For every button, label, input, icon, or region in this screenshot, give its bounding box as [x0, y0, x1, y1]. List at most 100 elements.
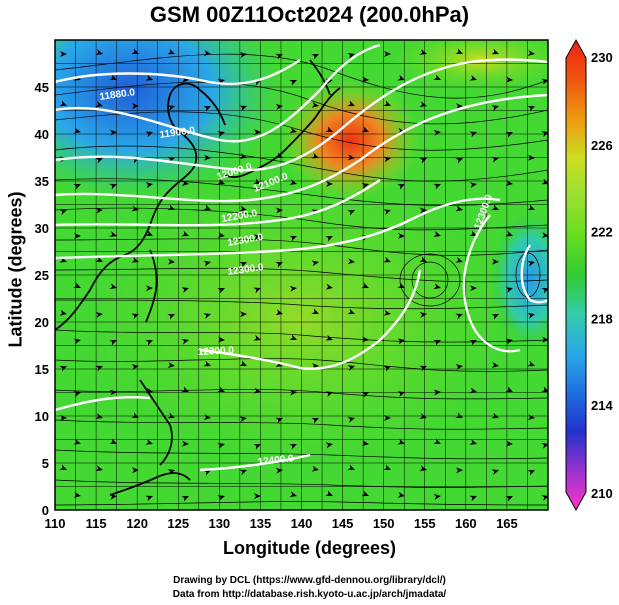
wind-arrow — [167, 412, 175, 419]
wind-arrow — [419, 465, 427, 472]
wind-arrow — [95, 157, 103, 164]
wind-arrow — [347, 258, 355, 265]
wind-arrow — [397, 491, 405, 498]
wind-arrow — [505, 132, 513, 138]
wind-arrow — [253, 493, 261, 500]
wind-arrow — [433, 129, 441, 136]
wind-arrow — [455, 48, 463, 54]
x-tick-label: 165 — [496, 516, 518, 531]
wind-arrow — [419, 311, 427, 318]
wind-arrow — [145, 74, 153, 81]
contour-label: 11900.0 — [159, 125, 196, 141]
wind-arrow — [311, 101, 319, 108]
wind-arrow — [217, 288, 225, 294]
wind-arrow — [527, 360, 535, 367]
contour-label: 12300.0 — [198, 345, 235, 358]
wind-arrow — [383, 414, 391, 421]
colorbar: 210 214 218 222 226 230 — [565, 38, 613, 512]
y-tick-label: 15 — [35, 362, 49, 377]
wind-arrow — [347, 416, 355, 423]
wind-arrow — [469, 285, 477, 292]
wind-arrow — [239, 262, 247, 268]
wind-arrow — [325, 236, 333, 242]
contour-12100 — [55, 93, 548, 203]
wind-arrow — [167, 314, 175, 320]
wind-arrow — [289, 127, 297, 134]
wind-arrow — [203, 313, 211, 319]
wind-arrow — [325, 442, 333, 449]
wind-arrow — [181, 440, 189, 447]
colorbar-tick-label: 214 — [591, 398, 613, 413]
wind-arrow — [383, 256, 391, 263]
wind-arrow — [325, 180, 333, 187]
contour-12000 — [55, 58, 548, 172]
colorbar-tick-label: 222 — [591, 225, 613, 240]
wind-arrow — [239, 152, 247, 159]
x-tick-label: 160 — [455, 516, 477, 531]
wind-arrow — [325, 283, 333, 290]
contour-east-loop — [520, 244, 548, 304]
wind-arrow — [433, 389, 441, 396]
wind-arrow — [253, 287, 261, 294]
wind-arrow — [95, 413, 103, 419]
wind-arrow — [253, 178, 261, 184]
wind-arrow — [59, 209, 67, 216]
wind-arrow — [253, 234, 261, 241]
contour-12300a — [55, 197, 501, 260]
map-title: GSM 00Z11Oct2024 (200.0hPa) — [149, 2, 470, 27]
wind-arrow — [253, 444, 261, 450]
contour-label: 12300.0 — [227, 262, 265, 278]
wind-arrow — [73, 491, 81, 498]
wind-arrow — [203, 106, 211, 112]
wind-arrow — [397, 74, 405, 81]
wind-arrow — [181, 287, 189, 293]
wind-arrow — [347, 154, 355, 161]
wind-arrow — [95, 311, 103, 318]
wind-arrow — [361, 490, 369, 497]
wind-arrow — [217, 336, 225, 343]
wind-arrow — [527, 50, 535, 56]
y-tick-label: 0 — [42, 503, 49, 518]
x-tick-labels: 110 115 120 125 130 135 140 145 150 155 160 165 — [45, 516, 518, 531]
x-tick-label: 155 — [414, 516, 436, 531]
y-tick-label: 25 — [35, 268, 49, 283]
wind-arrow — [491, 412, 499, 419]
wind-arrow — [541, 131, 548, 137]
wind-arrow — [239, 105, 247, 112]
wind-arrow — [95, 365, 103, 372]
x-tick-label: 110 — [45, 516, 66, 531]
wind-arrow — [203, 204, 211, 210]
contour-12300c — [199, 269, 422, 370]
wind-arrow — [383, 464, 391, 470]
colorbar-tick-labels: 210 214 218 222 226 230 — [591, 50, 613, 501]
wind-arrow — [505, 180, 513, 186]
x-tick-label: 145 — [332, 516, 354, 531]
wind-arrow — [347, 365, 355, 371]
wind-arrow — [131, 412, 139, 418]
wind-arrow — [469, 340, 477, 346]
wind-arrow — [505, 496, 513, 502]
wind-arrow — [527, 260, 535, 267]
wind-arrow — [145, 182, 153, 189]
wind-arrow — [383, 50, 391, 57]
wind-arrow — [253, 129, 261, 136]
wind-arrow — [541, 495, 548, 501]
wind-arrow — [253, 387, 261, 394]
wind-arrow — [131, 103, 139, 110]
wind-arrow — [203, 154, 211, 161]
wind-arrow — [109, 74, 117, 80]
wind-arrow — [145, 230, 153, 236]
wind-arrow — [433, 283, 441, 290]
wind-arrow — [59, 366, 67, 372]
wind-arrow — [347, 464, 355, 471]
wind-arrow — [203, 414, 211, 421]
wind-arrow — [491, 258, 499, 265]
wind-arrow — [131, 467, 139, 474]
wind-arrow — [217, 495, 225, 501]
wind-arrow — [167, 469, 175, 475]
wind-arrow — [73, 438, 81, 445]
wind-arrow — [59, 414, 67, 421]
wind-arrow — [239, 416, 247, 423]
wind-arrow — [95, 101, 103, 108]
